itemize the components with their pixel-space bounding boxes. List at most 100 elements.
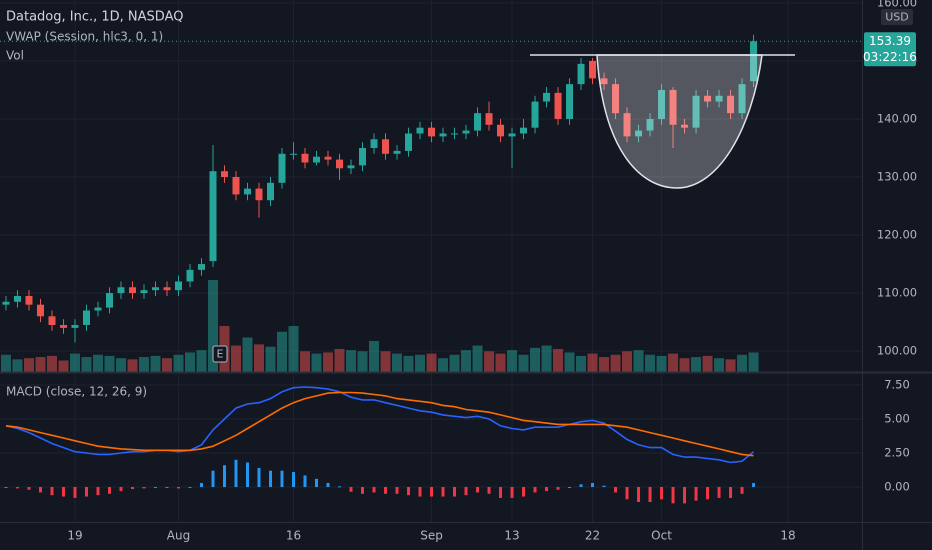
volume-bar [265, 346, 276, 372]
candle-body [520, 127, 528, 134]
candle-body [336, 159, 344, 169]
candle-body [220, 171, 228, 178]
symbol-title[interactable]: Datadog, Inc., 1D, NASDAQ [6, 10, 183, 25]
volume-bar [495, 353, 506, 372]
volume-bar [115, 358, 126, 372]
candle-body [474, 113, 482, 131]
candle-body [589, 60, 597, 79]
volume-bar [645, 354, 656, 372]
candle-body [140, 290, 148, 294]
histogram-bar [430, 487, 434, 497]
histogram-bar [591, 482, 595, 488]
histogram-bar [625, 487, 629, 500]
histogram-bar [292, 472, 296, 488]
volume-bar [380, 351, 391, 372]
candle-body [405, 133, 413, 151]
candle-body [704, 95, 712, 102]
y-tick-label: 160.00 [877, 0, 917, 9]
y-tick-label: 140.00 [877, 111, 917, 125]
candle-body [370, 139, 378, 148]
histogram-bar [234, 459, 238, 488]
y-tick-label: 100.00 [877, 344, 917, 358]
candle-body [750, 41, 758, 82]
candle-body [669, 89, 677, 125]
histogram-bar [96, 487, 100, 496]
volume-bar [679, 358, 690, 372]
histogram-bar [706, 487, 710, 500]
x-tick-label: 19 [67, 529, 82, 543]
candle-body [738, 84, 746, 114]
candle-body [48, 316, 56, 325]
candle-body [635, 130, 643, 137]
histogram-bar [372, 487, 376, 493]
volume-bar [587, 353, 598, 372]
currency-box[interactable] [881, 9, 913, 25]
histogram-bar [176, 487, 180, 489]
last-price-label: 153.39 [869, 34, 911, 48]
x-tick-label: Aug [167, 529, 190, 543]
candle-body [186, 269, 194, 282]
volume-bar [346, 350, 357, 372]
candle-body [646, 118, 654, 131]
volume-bar [530, 347, 541, 372]
histogram-bar [407, 487, 411, 496]
candle-body [727, 95, 735, 114]
indicator-legend[interactable]: VWAP (Session, hlc3, 0, 1) [6, 30, 163, 44]
earnings-marker[interactable] [212, 345, 228, 363]
volume-bar [12, 359, 23, 372]
candle-body [197, 264, 205, 270]
volume-bar [46, 355, 57, 372]
histogram-bar [729, 487, 733, 498]
histogram-bar [188, 487, 192, 489]
overlay-layer: 19Aug16Sep1322Oct18160.00150.00140.00130… [0, 0, 917, 543]
candle-body [301, 153, 309, 163]
histogram-bar [441, 487, 445, 497]
histogram-bar [671, 487, 675, 504]
histogram-bar [50, 487, 54, 496]
volume-bar [23, 358, 34, 372]
histogram-bar [315, 478, 319, 488]
candle-body [715, 95, 723, 102]
volume-bar [92, 354, 103, 372]
volume-bar [323, 352, 334, 372]
histogram-bar [361, 487, 365, 494]
volume-bar [392, 353, 403, 372]
volume-bar [369, 340, 380, 372]
histogram-bar [338, 486, 342, 488]
x-tick-label: Oct [651, 529, 672, 543]
candle-body [174, 281, 182, 291]
candle-body [462, 130, 470, 134]
indicator-legend[interactable]: Vol [6, 49, 24, 63]
volume-bar [207, 280, 218, 372]
histogram-bar [476, 487, 480, 493]
histogram-bar [568, 487, 572, 489]
x-tick-label: 13 [504, 529, 519, 543]
candle-body [623, 113, 631, 137]
histogram-bar [303, 475, 307, 488]
candle-body [508, 133, 516, 137]
histogram-bar [648, 487, 652, 502]
candle-body [600, 78, 608, 85]
volume-bar [668, 353, 679, 372]
histogram-bar [545, 487, 549, 492]
candle-body [359, 147, 367, 166]
volume-bar [461, 350, 472, 372]
candle-body [244, 188, 252, 195]
histogram-bar [257, 467, 261, 488]
y-tick-label: 7.50 [884, 377, 910, 391]
candle-body [393, 150, 401, 154]
candle-body [128, 287, 136, 294]
candle-body [692, 95, 700, 128]
candle-body [82, 310, 90, 325]
candle-body [554, 92, 562, 119]
candle-body [2, 301, 10, 305]
histogram-bar [84, 487, 88, 497]
candle-body [531, 101, 539, 128]
histogram-bar [487, 487, 491, 494]
indicator-legend[interactable]: MACD (close, 12, 26, 9) [6, 385, 147, 399]
y-tick-label: 130.00 [877, 170, 917, 184]
candle-body [59, 324, 67, 328]
volume-bar [438, 358, 449, 372]
volume-bar [173, 354, 184, 372]
